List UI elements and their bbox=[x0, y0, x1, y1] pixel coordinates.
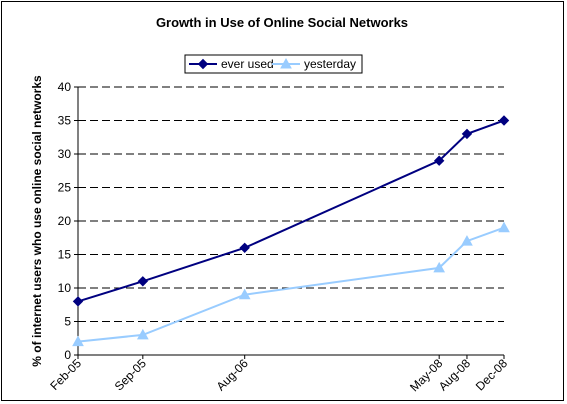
data-point-0-3 bbox=[433, 155, 445, 166]
legend-marker-1 bbox=[280, 57, 292, 69]
series-ever-used bbox=[72, 115, 510, 307]
series-layer bbox=[72, 115, 510, 347]
series-yesterday bbox=[72, 221, 510, 347]
data-point-1-1 bbox=[136, 328, 149, 340]
data-point-1-3 bbox=[433, 261, 446, 273]
data-point-0-4 bbox=[461, 128, 473, 140]
y-tick-label-40: 40 bbox=[58, 80, 72, 94]
y-tick-label-5: 5 bbox=[64, 315, 71, 329]
y-tick-label-15: 15 bbox=[58, 248, 72, 262]
gridlines bbox=[78, 86, 504, 322]
x-tick-label-aug-06: Aug-06 bbox=[214, 356, 251, 393]
y-axis-label: % of internet users who use online socia… bbox=[30, 75, 44, 367]
y-tick-label-0: 0 bbox=[64, 348, 71, 362]
x-tick-label-sep-05: Sep-05 bbox=[112, 356, 149, 393]
legend-label-1: yesterday bbox=[304, 57, 356, 71]
axes bbox=[74, 86, 505, 359]
x-tick-label-dec-08: Dec-08 bbox=[473, 356, 510, 393]
series-line-1 bbox=[77, 226, 505, 343]
y-tick-label-30: 30 bbox=[58, 147, 72, 161]
data-point-1-2 bbox=[238, 288, 251, 300]
data-point-0-1 bbox=[137, 276, 149, 287]
data-point-0-0 bbox=[72, 296, 84, 307]
data-point-0-5 bbox=[498, 115, 510, 126]
y-tick-label-10: 10 bbox=[58, 281, 72, 295]
data-point-1-5 bbox=[498, 221, 510, 233]
y-tick-label-25: 25 bbox=[58, 181, 72, 195]
legend: ever used yesterday bbox=[184, 54, 363, 74]
legend-marker-0 bbox=[197, 58, 209, 70]
chart-title: Growth in Use of Online Social Networks bbox=[156, 15, 408, 30]
x-tick-label-aug-08: Aug-08 bbox=[436, 356, 473, 393]
data-point-1-0 bbox=[72, 335, 84, 347]
series-line-0 bbox=[77, 119, 505, 303]
data-point-0-2 bbox=[239, 242, 250, 254]
legend-label-0: ever used bbox=[221, 57, 274, 71]
y-tick-label-20: 20 bbox=[58, 214, 72, 228]
y-tick-labels: 0 5 10 15 20 25 30 35 40 bbox=[58, 80, 72, 362]
y-tick-label-35: 35 bbox=[58, 114, 72, 128]
data-point-1-4 bbox=[461, 235, 473, 246]
